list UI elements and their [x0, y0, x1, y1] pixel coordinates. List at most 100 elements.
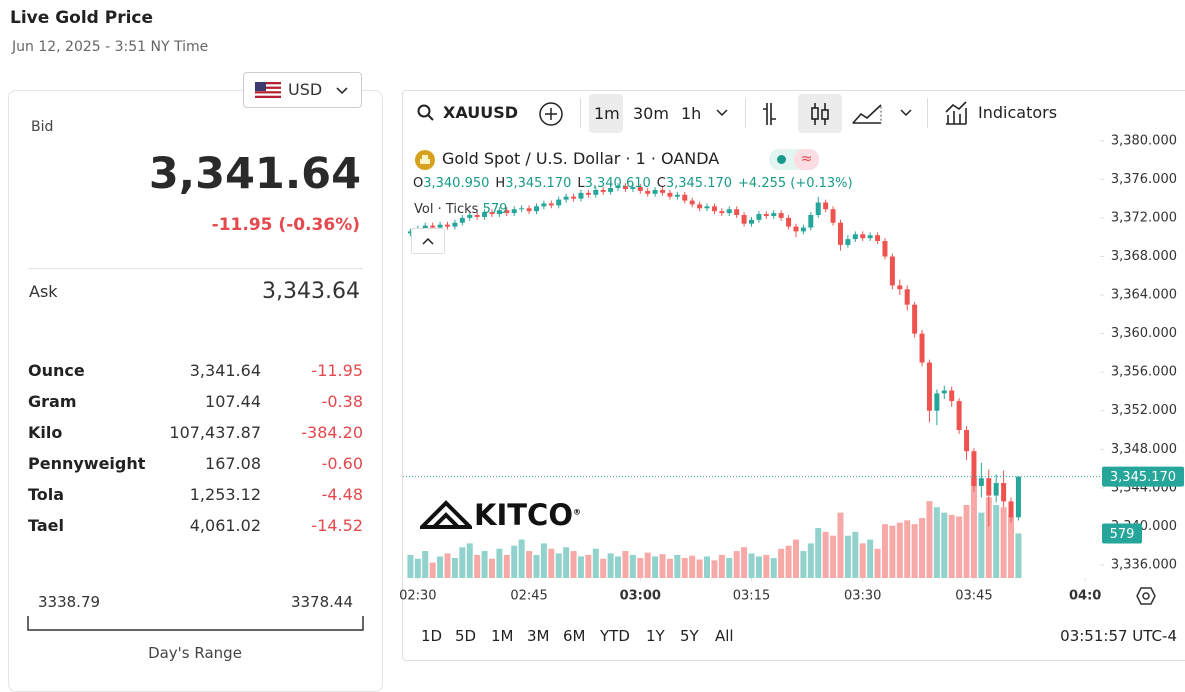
- currency-select[interactable]: USD: [243, 72, 362, 108]
- candle-body: [860, 234, 866, 239]
- x-tick-label: 03:15: [733, 589, 770, 604]
- volume-bar: [859, 543, 866, 578]
- candle-body: [519, 208, 525, 210]
- candle-body: [815, 202, 821, 216]
- volume-bar: [681, 558, 688, 578]
- candle-body: [904, 289, 910, 305]
- volume-bar: [659, 554, 666, 578]
- status-pill: ≈: [769, 149, 819, 170]
- candle-body: [622, 186, 628, 189]
- y-tick-label: 3,336.000: [1111, 557, 1177, 572]
- chart-panel: [402, 90, 1185, 661]
- range-button[interactable]: 1D: [421, 627, 443, 645]
- separator: [580, 98, 581, 128]
- volume-bar: [518, 539, 525, 578]
- interval-active: [589, 94, 623, 133]
- candle-body: [941, 390, 947, 394]
- volume-bar: [763, 554, 770, 578]
- volume-bar: [451, 558, 458, 578]
- range-button[interactable]: 1M: [491, 627, 514, 645]
- candle-body: [852, 234, 858, 240]
- candle-body: [667, 192, 673, 197]
- candle-body: [719, 211, 725, 214]
- volume-bar: [555, 553, 562, 578]
- candles-active[interactable]: [798, 94, 842, 133]
- unit: Pennyweight: [28, 454, 146, 473]
- candle-body: [837, 222, 843, 245]
- volume-bar: [615, 556, 622, 578]
- candle-body: [511, 209, 517, 214]
- ohlc: O3,340.950 H3,345.170 L3,340.610 C3,345.170…: [413, 177, 853, 190]
- volume-bar: [711, 560, 718, 578]
- chevron[interactable]: [900, 108, 912, 118]
- candle-body: [630, 187, 636, 189]
- last-price-label: 3,345.170: [1110, 470, 1176, 485]
- symbol-icon: [415, 150, 435, 170]
- range-button[interactable]: 5D: [455, 627, 477, 645]
- candle-body: [949, 390, 955, 402]
- compare-icon[interactable]: [538, 101, 564, 127]
- range-button[interactable]: 6M: [563, 627, 586, 645]
- volume-legend: Vol · Ticks 579: [414, 203, 507, 216]
- chevron[interactable]: [716, 108, 728, 118]
- candle-body: [734, 209, 740, 216]
- candle-body: [407, 231, 413, 234]
- clock: 03:51:57 UTC-4: [1060, 627, 1177, 645]
- y-tick-label: 3,356.000: [1111, 365, 1177, 380]
- candle-body: [919, 333, 925, 363]
- candle-body: [459, 217, 465, 223]
- volume-bar: [592, 548, 599, 578]
- volume-bar: [874, 548, 881, 578]
- volume-bar: [904, 520, 911, 578]
- volume-bar: [852, 531, 859, 578]
- volume-bar: [792, 539, 799, 578]
- range-low: 3338.79: [38, 593, 101, 611]
- volume-bar: [1008, 516, 1015, 578]
- unit: Tola: [28, 485, 65, 504]
- volume-bar: [414, 558, 421, 578]
- ohlc-value: 3,340.950: [423, 176, 490, 191]
- volume-bar: [704, 556, 711, 578]
- interval[interactable]: 1m: [594, 104, 620, 123]
- volume-bar: [993, 504, 1000, 578]
- y-tick-label: 3,372.000: [1111, 210, 1177, 225]
- interval[interactable]: 1h: [681, 104, 702, 123]
- candle-body: [474, 215, 480, 217]
- candle-body: [756, 214, 762, 220]
- indicators[interactable]: Indicators: [978, 103, 1058, 122]
- volume-bar: [637, 558, 644, 578]
- legend-change: +4.255 (+0.13%): [738, 176, 853, 191]
- bars-icon[interactable]: [760, 101, 784, 127]
- search-icon[interactable]: [417, 104, 435, 122]
- volume-bar: [496, 548, 503, 578]
- volume-bar: [733, 551, 740, 578]
- area-icon[interactable]: [851, 101, 883, 127]
- settings-icon[interactable]: [1136, 586, 1156, 606]
- candle-body: [964, 430, 970, 452]
- range-button[interactable]: 1Y: [646, 627, 665, 645]
- candle-body: [993, 483, 999, 496]
- volume-bar: [844, 535, 851, 578]
- volume-value: 579: [482, 202, 508, 217]
- unit: Kilo: [28, 423, 63, 442]
- range-button[interactable]: YTD: [600, 627, 630, 645]
- unit: Ounce: [28, 361, 85, 380]
- symbol[interactable]: XAUUSD: [443, 103, 519, 122]
- indicators-icon[interactable]: [943, 100, 969, 126]
- candle-body: [771, 213, 777, 216]
- range-button[interactable]: 5Y: [680, 627, 699, 645]
- candle-body: [652, 189, 658, 194]
- volume-bar: [978, 512, 985, 578]
- volume-bar: [970, 478, 977, 578]
- volume-bar: [437, 556, 444, 578]
- interval[interactable]: 30m: [633, 104, 669, 123]
- collapse-button[interactable]: [411, 228, 445, 254]
- unit-change: -4.48: [321, 485, 363, 504]
- volume-bar: [577, 556, 584, 578]
- range-button[interactable]: 3M: [527, 627, 550, 645]
- range-button[interactable]: All: [715, 627, 734, 645]
- candle-body: [660, 189, 666, 193]
- candle-body: [763, 214, 769, 216]
- unit: Tael: [28, 516, 64, 535]
- candle-body: [749, 219, 754, 224]
